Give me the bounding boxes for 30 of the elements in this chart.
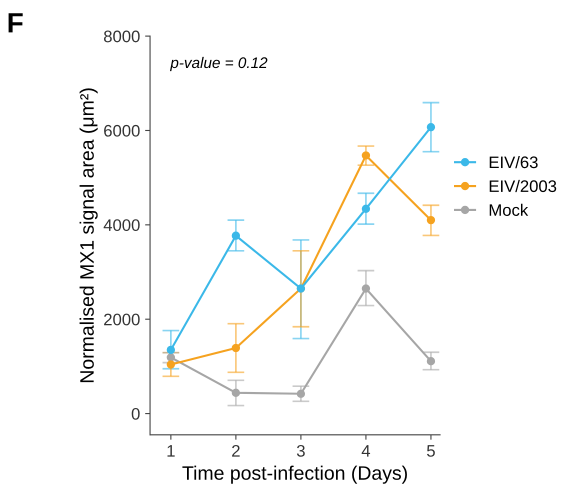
x-tick-label: 1 xyxy=(167,445,175,457)
point xyxy=(166,346,176,354)
y-tick-label: 2000 xyxy=(104,314,140,326)
point xyxy=(232,232,240,240)
point xyxy=(166,360,176,369)
legend-label: EIV/2003 xyxy=(490,180,556,192)
y-tick-label: 0 xyxy=(132,408,140,420)
point xyxy=(362,151,370,160)
point xyxy=(166,353,176,362)
x-tick-label: 4 xyxy=(362,445,370,457)
point xyxy=(362,204,370,213)
x-tick-label: 3 xyxy=(296,444,305,457)
point xyxy=(426,357,436,366)
point xyxy=(232,388,240,397)
point xyxy=(426,123,436,132)
point xyxy=(296,390,306,398)
point xyxy=(426,216,436,224)
x-axis-title: Time post-infection (Days) xyxy=(182,466,407,484)
x-tick-label: 2 xyxy=(232,444,240,457)
legend-label: Mock xyxy=(490,204,528,216)
annotation: p-value = 0.12 xyxy=(170,56,268,72)
x-tick-label: 5 xyxy=(426,445,435,457)
y-tick-label: 8000 xyxy=(104,30,140,42)
y-tick-label: 4000 xyxy=(104,219,140,232)
legend-label: EIV/63 xyxy=(490,156,538,168)
y-axis-title: Normalised MX1 signal area (μm²) xyxy=(80,88,98,382)
point xyxy=(362,284,370,293)
point xyxy=(232,344,240,352)
y-tick-label: 6000 xyxy=(104,124,140,137)
text: F xyxy=(8,13,23,32)
